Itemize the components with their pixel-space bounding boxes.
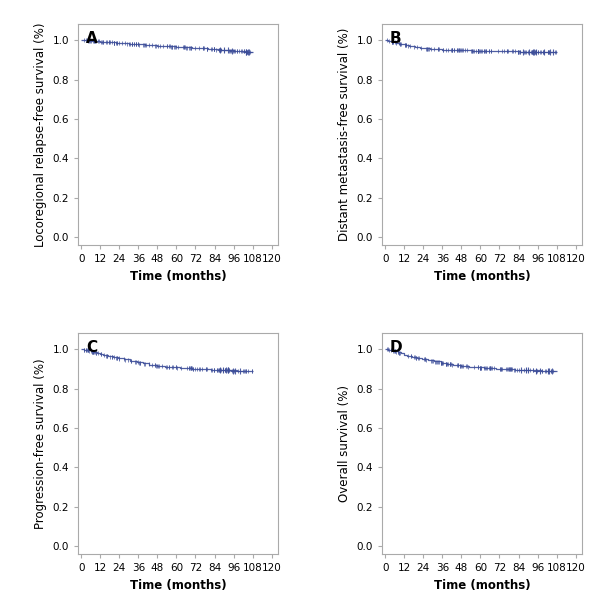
Y-axis label: Overall survival (%): Overall survival (%): [338, 385, 351, 502]
X-axis label: Time (months): Time (months): [130, 579, 226, 592]
X-axis label: Time (months): Time (months): [130, 270, 226, 283]
Text: B: B: [390, 31, 401, 46]
X-axis label: Time (months): Time (months): [434, 579, 530, 592]
Text: D: D: [390, 340, 403, 355]
Text: C: C: [86, 340, 97, 355]
Y-axis label: Distant metastasis-free survival (%): Distant metastasis-free survival (%): [338, 28, 351, 241]
Y-axis label: Progression-free survival (%): Progression-free survival (%): [34, 359, 47, 529]
Y-axis label: Locoregional relapse-free survival (%): Locoregional relapse-free survival (%): [34, 23, 47, 247]
Text: A: A: [86, 31, 98, 46]
X-axis label: Time (months): Time (months): [434, 270, 530, 283]
